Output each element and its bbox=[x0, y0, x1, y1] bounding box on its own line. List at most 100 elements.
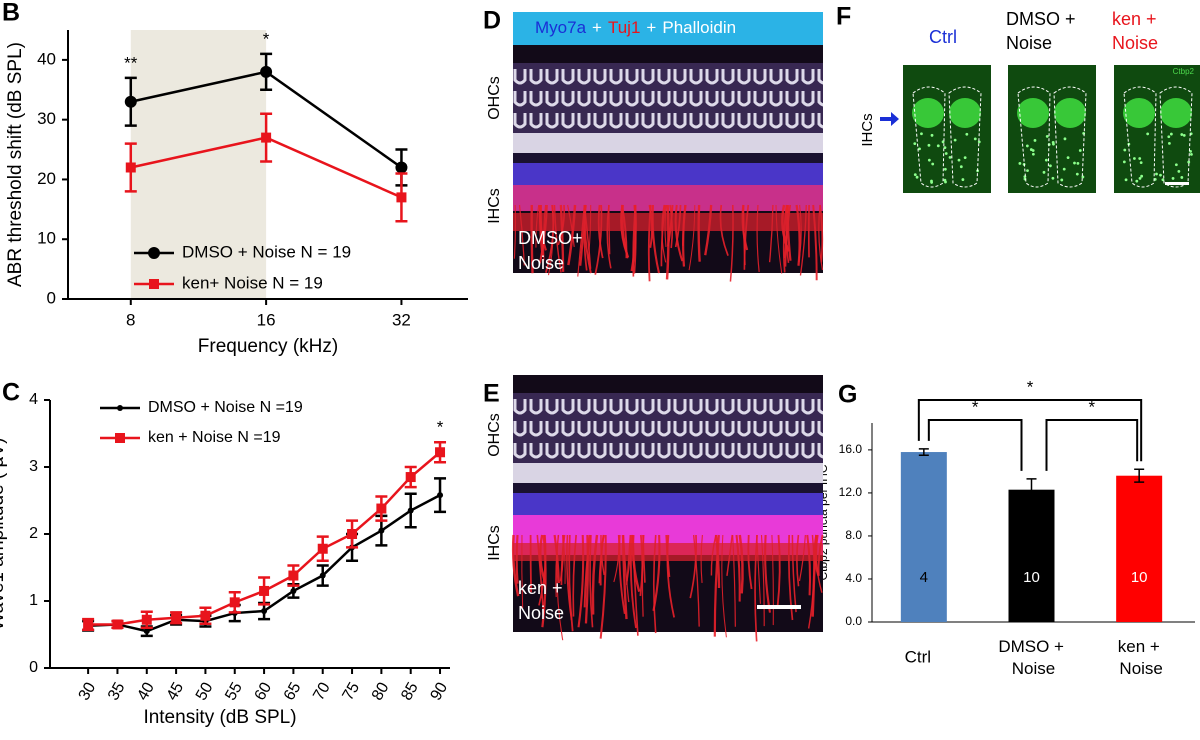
nerve-fiber bbox=[511, 534, 520, 597]
puncta bbox=[1168, 141, 1171, 145]
x-axis-label: Frequency (kHz) bbox=[198, 336, 338, 357]
panel-label: G bbox=[838, 381, 857, 409]
region-label: IHCs bbox=[486, 525, 503, 561]
y-tick-label: 0 bbox=[47, 288, 56, 307]
stain-name: + bbox=[646, 18, 656, 37]
puncta bbox=[943, 146, 947, 150]
puncta bbox=[1138, 176, 1142, 180]
legend-label: ken + Noise N =19 bbox=[148, 429, 281, 446]
ohc-rows bbox=[513, 63, 823, 133]
x-tick-label: 32 bbox=[392, 310, 411, 329]
data-point bbox=[141, 614, 152, 625]
x-axis-label: Intensity (dB SPL) bbox=[143, 707, 296, 728]
nerve-fiber bbox=[606, 204, 612, 269]
puncta bbox=[1135, 179, 1139, 183]
puncta bbox=[961, 178, 965, 181]
puncta bbox=[920, 132, 923, 136]
puncta bbox=[1139, 161, 1143, 165]
puncta bbox=[1169, 132, 1173, 136]
y-tick-label: 40 bbox=[37, 49, 56, 68]
nerve-fiber bbox=[618, 534, 626, 615]
micrograph bbox=[511, 375, 824, 642]
region-label: IHCs bbox=[486, 188, 503, 224]
data-point bbox=[376, 503, 387, 514]
panel-label: F bbox=[836, 3, 851, 31]
error-bar bbox=[1134, 468, 1145, 483]
panel-label: D bbox=[483, 7, 501, 35]
significance-bracket bbox=[1045, 419, 1139, 471]
x-tick-label: ken + Noise bbox=[1118, 637, 1165, 678]
nerve-fiber bbox=[583, 204, 592, 269]
y-tick-label: 30 bbox=[37, 109, 56, 128]
puncta bbox=[1029, 148, 1033, 151]
puncta bbox=[948, 155, 952, 159]
region-label: OHCs bbox=[486, 413, 503, 457]
nerve-fiber bbox=[583, 534, 591, 608]
puncta bbox=[931, 162, 935, 166]
data-point bbox=[261, 132, 272, 143]
nerve-fiber bbox=[661, 204, 667, 263]
nerve-fiber bbox=[530, 204, 534, 274]
puncta bbox=[1051, 140, 1055, 144]
puncta bbox=[1066, 156, 1070, 159]
puncta bbox=[930, 181, 934, 184]
scale-bar bbox=[757, 605, 801, 609]
puncta bbox=[1123, 148, 1127, 152]
x-tick-label: 16 bbox=[257, 310, 276, 329]
data-point bbox=[405, 472, 416, 483]
data-point bbox=[396, 192, 407, 203]
puncta bbox=[1122, 160, 1126, 164]
data-point bbox=[143, 628, 150, 635]
y-tick-label: 0 bbox=[29, 659, 38, 676]
legend-marker bbox=[148, 247, 160, 259]
puncta bbox=[1063, 137, 1067, 141]
nerve-fiber bbox=[591, 534, 599, 615]
x-tick-label: 30 bbox=[76, 680, 100, 704]
region-label: IHCs bbox=[859, 113, 876, 146]
nerve-fiber bbox=[812, 204, 818, 281]
nerve-fiber bbox=[521, 534, 524, 609]
nucleus bbox=[1160, 98, 1192, 128]
puncta bbox=[930, 133, 934, 137]
nucleus bbox=[912, 98, 944, 128]
y-axis-label: Wave1 amplitude ( µV) bbox=[0, 438, 8, 631]
cell-outline bbox=[1123, 86, 1193, 188]
nerve-fiber bbox=[632, 204, 637, 277]
puncta bbox=[1177, 169, 1181, 173]
puncta bbox=[963, 156, 967, 160]
panel-label: C bbox=[2, 379, 20, 407]
significance-bracket bbox=[927, 419, 1023, 471]
y-tick-label: 12.0 bbox=[839, 485, 863, 499]
stain-name: Myo7a bbox=[535, 18, 587, 37]
puncta bbox=[936, 144, 940, 148]
puncta bbox=[1124, 178, 1128, 182]
puncta bbox=[927, 143, 931, 147]
nerve-fiber bbox=[689, 534, 698, 599]
puncta bbox=[1018, 162, 1022, 165]
significance-label: ** bbox=[124, 53, 138, 72]
data-point bbox=[317, 543, 328, 554]
sample-size: 4 bbox=[920, 569, 928, 586]
data-point bbox=[378, 527, 385, 534]
puncta bbox=[918, 147, 921, 151]
puncta bbox=[913, 173, 917, 177]
nerve-fiber bbox=[631, 534, 641, 593]
legend-marker bbox=[115, 433, 125, 443]
data-point bbox=[229, 597, 240, 608]
nerve-fiber bbox=[819, 204, 824, 263]
stain-name: Phalloidin bbox=[662, 18, 736, 37]
y-axis-label: ABR threshold shift (dB SPL) bbox=[5, 42, 26, 287]
sample-size: 10 bbox=[1131, 569, 1148, 586]
puncta bbox=[1045, 134, 1049, 138]
puncta bbox=[1190, 152, 1193, 156]
nerve-fiber bbox=[784, 204, 789, 259]
dark-band bbox=[513, 483, 823, 493]
nerve-fiber bbox=[729, 204, 734, 282]
puncta bbox=[915, 175, 919, 179]
stain-label: Ctbp2 bbox=[1173, 67, 1195, 76]
nerve-fiber bbox=[714, 534, 721, 589]
x-tick-label: DMSO + Noise bbox=[998, 637, 1068, 678]
x-tick-label: Ctrl bbox=[905, 647, 931, 666]
puncta bbox=[1076, 161, 1080, 165]
arrow bbox=[880, 112, 899, 126]
